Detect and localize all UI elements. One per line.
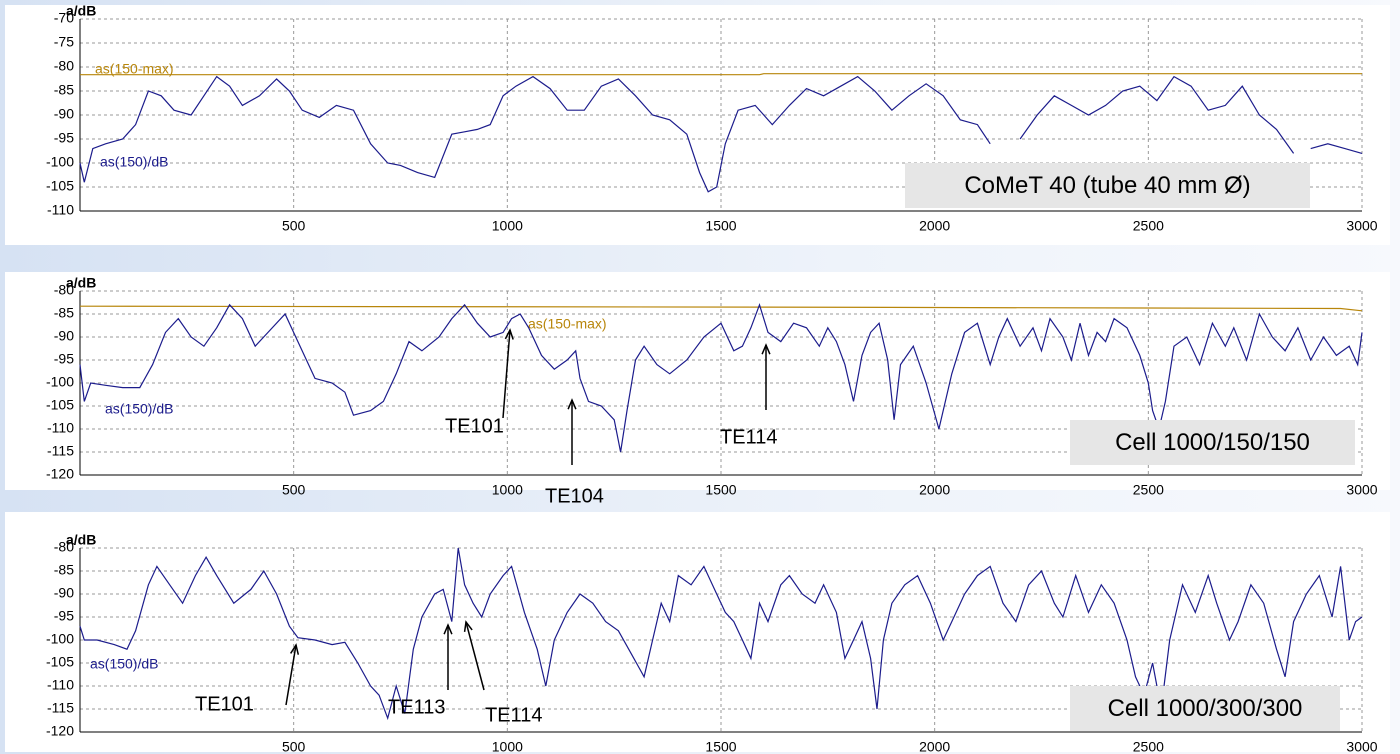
label-box [1070, 686, 1340, 731]
y-tick-label: -80 [54, 282, 74, 298]
label-box [1070, 420, 1355, 465]
annotation: TE101 [195, 693, 254, 715]
y-tick-label: -115 [47, 700, 74, 716]
x-tick-label: 1500 [705, 482, 736, 498]
y-tick-label: -90 [54, 585, 74, 601]
annotation-arrow [285, 644, 297, 706]
x-tick-label: 1500 [705, 218, 736, 234]
y-tick-label: -100 [46, 631, 74, 647]
box-label: CoMeT 40 (tube 40 mm Ø) [964, 172, 1250, 199]
y-tick-label: -85 [54, 562, 74, 578]
series-label: as(150)/dB [100, 154, 168, 170]
y-tick-label: -95 [54, 608, 74, 624]
x-tick-label: 2500 [1133, 482, 1164, 498]
arrow-head [443, 623, 453, 635]
y-tick-label: -80 [54, 58, 74, 74]
x-tick-label: 2500 [1133, 739, 1164, 754]
y-tick-label: -105 [46, 654, 74, 670]
y-axis-title: a/dB [66, 3, 96, 19]
x-tick-label: 500 [282, 739, 306, 754]
y-tick-label: -95 [54, 130, 74, 146]
arrow-head [567, 398, 577, 410]
y-tick-label: -120 [46, 466, 74, 482]
x-tick-label: 3000 [1346, 482, 1377, 498]
x-tick-label: 3000 [1346, 218, 1377, 234]
y-tick-label: -110 [47, 202, 74, 218]
y-tick-label: -105 [46, 397, 74, 413]
y-tick-label: -80 [54, 539, 74, 555]
y-tick-label: -85 [54, 305, 74, 321]
x-tick-label: 3000 [1346, 739, 1377, 754]
y-tick-label: -100 [46, 154, 74, 170]
series-line [79, 547, 1363, 721]
series-line [79, 302, 1363, 453]
x-tick-label: 500 [282, 482, 306, 498]
y-tick-label: -110 [47, 677, 74, 693]
box-label: Cell 1000/150/150 [1115, 429, 1310, 456]
y-tick-label: -75 [54, 34, 74, 50]
annotation: TE104 [545, 485, 604, 507]
x-tick-label: 1000 [492, 482, 523, 498]
x-tick-label: 500 [282, 218, 306, 234]
annotation: TE101 [445, 415, 504, 437]
x-tick-label: 1000 [492, 739, 523, 754]
x-tick-label: 1500 [705, 739, 736, 754]
x-tick-label: 2000 [919, 482, 950, 498]
arrow-head [504, 328, 514, 340]
series-label: as(150-max) [95, 61, 174, 77]
x-tick-label: 2000 [919, 218, 950, 234]
x-tick-label: 2000 [919, 739, 950, 754]
annotation-arrow [465, 621, 485, 691]
x-tick-label: 2500 [1133, 218, 1164, 234]
annotation: TE114 [485, 704, 542, 726]
y-tick-label: -120 [46, 723, 74, 739]
y-tick-label: -85 [54, 82, 74, 98]
series-label: as(150-max) [528, 316, 607, 332]
y-tick-label: -95 [54, 351, 74, 367]
series-line [79, 75, 1363, 193]
box-label: Cell 1000/300/300 [1108, 695, 1303, 722]
annotation: TE114 [720, 426, 777, 448]
y-tick-label: -110 [47, 420, 74, 436]
y-tick-label: -115 [47, 443, 74, 459]
arrow-head [761, 343, 771, 355]
y-tick-label: -90 [54, 106, 74, 122]
y-axis-title: a/dB [66, 532, 96, 548]
y-tick-label: -90 [54, 328, 74, 344]
panel [5, 5, 1390, 245]
y-axis-title: a/dB [66, 275, 96, 291]
x-tick-label: 1000 [492, 218, 523, 234]
series-label: as(150)/dB [105, 401, 173, 417]
series-line [80, 73, 1362, 76]
annotation-arrow [502, 329, 511, 419]
series-line [79, 305, 1363, 312]
annotation: TE113 [388, 696, 445, 718]
arrow-head [463, 620, 473, 633]
y-tick-label: -105 [46, 178, 74, 194]
y-tick-label: -100 [46, 374, 74, 390]
arrow-head [290, 643, 300, 655]
label-box [905, 163, 1310, 208]
y-tick-label: -70 [54, 10, 74, 26]
series-label: as(150)/dB [90, 656, 158, 672]
